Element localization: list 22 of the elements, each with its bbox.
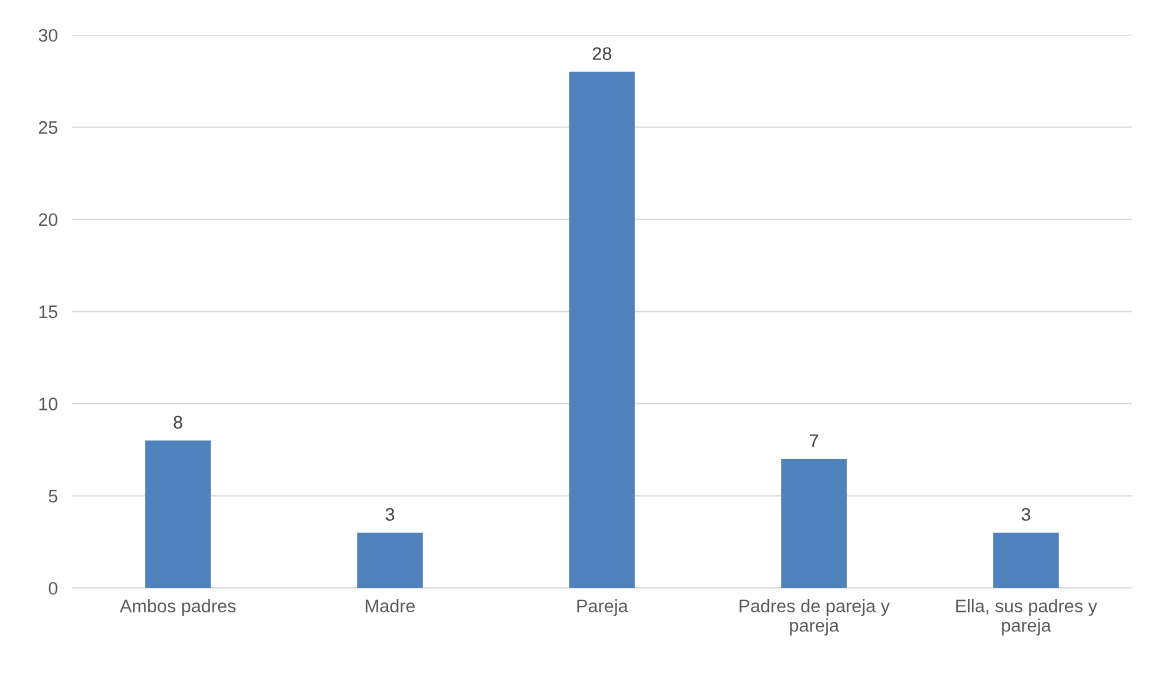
data-label: 3 <box>1021 508 1031 521</box>
bar <box>145 440 211 588</box>
y-tick-label: 0 <box>48 581 58 595</box>
y-tick-label: 20 <box>38 213 58 227</box>
y-tick-label: 30 <box>38 28 58 42</box>
data-label: 8 <box>173 415 183 429</box>
x-tick-label: Ella, sus padres y pareja <box>956 599 1098 636</box>
x-tick-label: Madre <box>365 599 415 613</box>
y-tick-label: 5 <box>48 489 58 503</box>
bar <box>357 532 423 588</box>
x-tick-label: Padres de pareja y pareja <box>739 599 890 636</box>
x-tick-label: Ambos padres <box>119 599 236 616</box>
y-tick-label: 15 <box>39 305 58 319</box>
x-tick-label: Pareja <box>577 599 629 616</box>
bar <box>781 458 847 588</box>
data-label: 3 <box>385 508 395 521</box>
y-tick-label: 25 <box>38 121 58 134</box>
data-label: 28 <box>592 47 612 60</box>
bar <box>569 71 635 588</box>
bar <box>993 532 1059 588</box>
y-tick-label: 10 <box>39 397 58 411</box>
data-label: 7 <box>809 434 819 447</box>
